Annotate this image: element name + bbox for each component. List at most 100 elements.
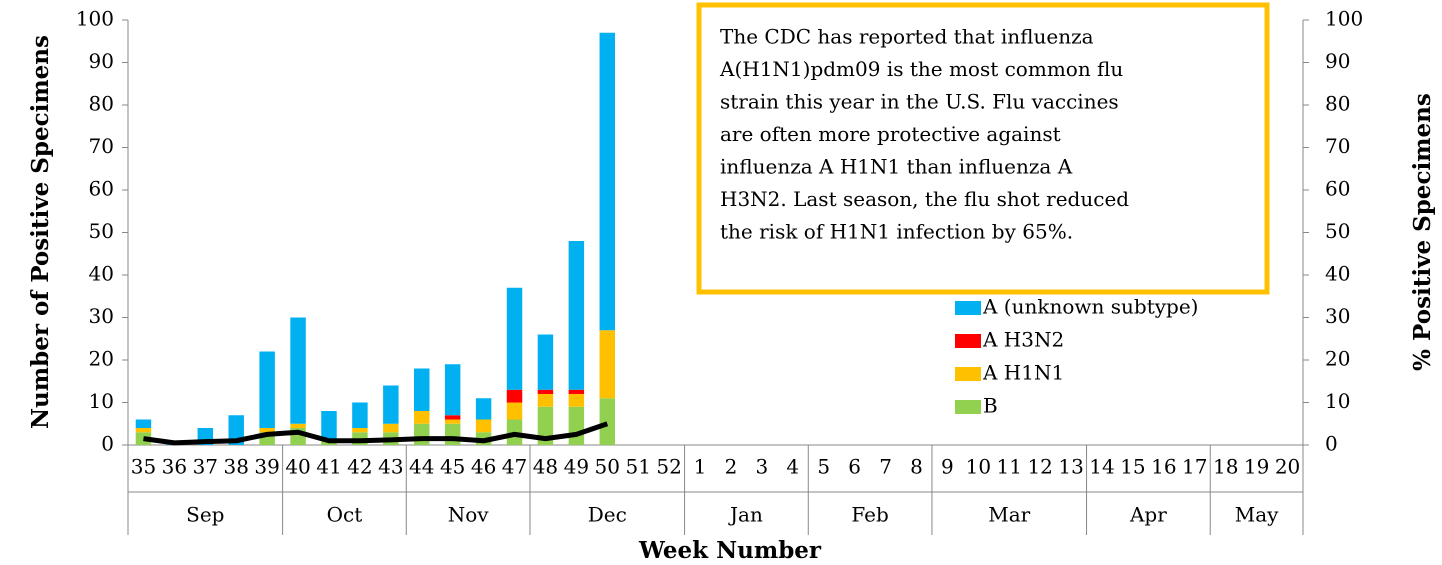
y-tick-label: 30	[89, 304, 114, 328]
x-tick-label: 40	[285, 455, 310, 479]
bar-segment	[506, 287, 523, 390]
bar-segment	[135, 428, 152, 433]
annotation-text: The CDC has reported that influenza	[720, 25, 1094, 49]
annotation-text: are often more protective against	[720, 122, 1061, 146]
legend-label: B	[983, 394, 998, 418]
group-label: Apr	[1129, 503, 1167, 527]
bar-segment	[599, 32, 616, 331]
x-tick-label: 11	[997, 455, 1022, 479]
y2-axis-title: % Positive Specimens	[1409, 93, 1436, 371]
x-tick-label: 37	[193, 455, 218, 479]
legend-swatch	[955, 367, 981, 381]
annotation-text: H3N2. Last season, the flu shot reduced	[720, 187, 1129, 211]
annotation-box	[696, 2, 1270, 295]
y-tick-label: 0	[101, 432, 114, 456]
bar-segment	[259, 351, 275, 428]
bar-segment	[290, 317, 306, 424]
x-tick-label: 44	[409, 455, 434, 479]
x-tick-label: 3	[756, 455, 769, 479]
y-tick-label: 100	[76, 7, 114, 31]
y2-tick-label: 70	[1325, 134, 1350, 158]
y2-tick-label: 10	[1325, 389, 1350, 413]
y2-tick-label: 90	[1325, 49, 1350, 73]
y-tick-label: 70	[89, 134, 114, 158]
bar-segment	[444, 419, 461, 424]
x-tick-label: 50	[595, 455, 620, 479]
legend-label: A H3N2	[982, 328, 1064, 352]
bar-segment	[568, 406, 585, 445]
annotation-text: strain this year in the U.S. Flu vaccine…	[720, 90, 1119, 114]
annotation-text: A(H1N1)pdm09 is the most common flu	[719, 57, 1123, 81]
annotation-text: influenza A H1N1 than influenza A	[720, 155, 1073, 179]
x-tick-label: 38	[223, 455, 248, 479]
bar-segment	[568, 389, 585, 394]
group-label: Feb	[851, 503, 888, 527]
x-tick-label: 36	[162, 455, 187, 479]
x-tick-label: 51	[625, 455, 650, 479]
group-label: May	[1235, 503, 1279, 527]
x-tick-label: 52	[656, 455, 681, 479]
x-tick-label: 15	[1120, 455, 1145, 479]
y-tick-label: 40	[89, 262, 114, 286]
y2-tick-label: 80	[1325, 92, 1350, 116]
x-tick-label: 13	[1058, 455, 1083, 479]
x-tick-label: 12	[1027, 455, 1052, 479]
bar-segment	[599, 330, 616, 399]
bar-segment	[537, 334, 554, 390]
x-tick-label: 16	[1151, 455, 1176, 479]
bar-segment	[383, 423, 399, 433]
x-tick-label: 2	[725, 455, 738, 479]
bar-segment	[444, 415, 461, 420]
y2-tick-label: 50	[1325, 219, 1350, 243]
y-tick-label: 80	[89, 92, 114, 116]
y2-tick-label: 60	[1325, 177, 1350, 201]
legend-swatch	[955, 400, 981, 414]
legend-swatch	[955, 301, 981, 315]
x-tick-label: 20	[1275, 455, 1300, 479]
line-series	[143, 421, 609, 446]
bar-segment	[475, 398, 492, 420]
x-tick-label: 47	[502, 455, 527, 479]
x-tick-label: 4	[786, 455, 799, 479]
x-tick-label: 6	[848, 455, 861, 479]
bar-segment	[383, 385, 399, 424]
y2-tick-label: 0	[1325, 432, 1338, 456]
bar-segment	[321, 411, 337, 441]
bar-segment	[444, 423, 461, 445]
group-label: Sep	[186, 503, 224, 527]
bar-segment	[568, 394, 585, 407]
y-tick-label: 90	[89, 49, 114, 73]
x-tick-label: 1	[694, 455, 707, 479]
group-label: Dec	[588, 503, 627, 527]
legend-label: A (unknown subtype)	[982, 295, 1199, 319]
bar-segment	[352, 428, 368, 433]
bar-segment	[352, 402, 368, 428]
group-label: Jan	[728, 503, 763, 527]
x-tick-label: 5	[817, 455, 830, 479]
group-label: Oct	[327, 503, 363, 527]
y-tick-label: 10	[89, 389, 114, 413]
x-tick-label: 9	[941, 455, 954, 479]
bar-segment	[414, 411, 430, 424]
x-axis-title: Week Number	[638, 537, 822, 564]
legend-swatch	[955, 334, 981, 348]
x-tick-label: 19	[1244, 455, 1269, 479]
annotation-text: the risk of H1N1 infection by 65%.	[720, 220, 1073, 244]
x-tick-label: 17	[1182, 455, 1207, 479]
y2-tick-label: 100	[1325, 7, 1363, 31]
bar-segment	[506, 402, 523, 420]
bar-segment	[290, 423, 306, 428]
x-tick-label: 10	[966, 455, 991, 479]
y-tick-label: 60	[89, 177, 114, 201]
y-tick-label: 20	[89, 347, 114, 371]
x-tick-label: 8	[910, 455, 923, 479]
x-tick-label: 35	[131, 455, 156, 479]
bar-segment	[414, 423, 430, 445]
y2-tick-label: 20	[1325, 347, 1350, 371]
bar-segment	[537, 394, 554, 407]
bar-segment	[135, 419, 152, 428]
bar-segment	[259, 428, 275, 433]
y-axis-title: Number of Positive Specimens	[27, 35, 54, 429]
group-label: Nov	[448, 503, 490, 527]
x-tick-label: 48	[533, 455, 558, 479]
